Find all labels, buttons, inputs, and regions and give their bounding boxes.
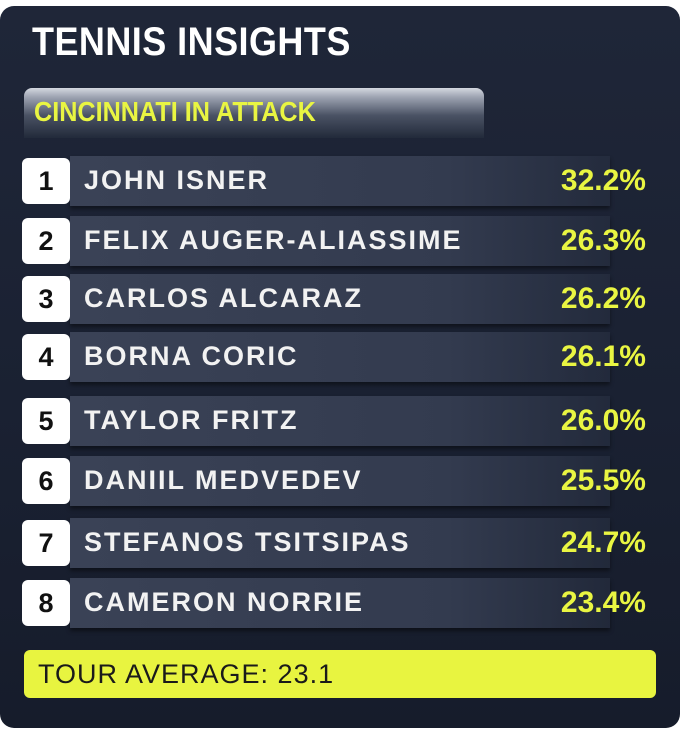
rank-badge: 1 xyxy=(22,158,70,204)
player-name: BORNA CORIC xyxy=(84,341,299,371)
player-name: FELIX AUGER-ALIASSIME xyxy=(84,225,463,255)
row-background xyxy=(70,456,610,506)
list-item: 1 JOHN ISNER 32.2% xyxy=(22,156,654,206)
list-item: 7 STEFANOS TSITSIPAS 24.7% xyxy=(22,518,654,568)
row-background xyxy=(70,274,610,324)
subtitle-banner: CINCINNATI IN ATTACK xyxy=(24,88,484,138)
player-name: JOHN ISNER xyxy=(84,165,270,195)
tour-average-label: TOUR AVERAGE: 23.1 xyxy=(38,659,335,689)
rank-badge: 2 xyxy=(22,218,70,264)
player-percentage: 24.7% xyxy=(560,526,646,559)
player-percentage: 23.4% xyxy=(560,586,646,619)
player-percentage: 26.1% xyxy=(560,340,646,373)
rank-badge: 5 xyxy=(22,398,70,444)
row-background xyxy=(70,332,610,382)
rank-badge: 8 xyxy=(22,580,70,626)
list-item: 2 FELIX AUGER-ALIASSIME 26.3% xyxy=(22,216,654,266)
rank-badge: 3 xyxy=(22,276,70,322)
row-background xyxy=(70,518,610,568)
row-background xyxy=(70,156,610,206)
row-background xyxy=(70,216,610,266)
player-name: TAYLOR FRITZ xyxy=(84,405,299,435)
tour-average-bar: TOUR AVERAGE: 23.1 xyxy=(24,650,656,698)
subtitle: CINCINNATI IN ATTACK xyxy=(34,96,316,127)
row-background xyxy=(70,578,610,628)
player-name: STEFANOS TSITSIPAS xyxy=(84,527,411,557)
player-name: DANIIL MEDVEDEV xyxy=(84,465,363,495)
list-item: 4 BORNA CORIC 26.1% xyxy=(22,332,654,382)
tennis-insights-card: TENNIS INSIGHTS CINCINNATI IN ATTACK 1 J… xyxy=(0,6,680,728)
rank-badge: 4 xyxy=(22,334,70,380)
player-name: CAMERON NORRIE xyxy=(84,587,365,617)
player-percentage: 26.3% xyxy=(560,224,646,257)
page-title: TENNIS INSIGHTS xyxy=(32,20,351,64)
list-item: 8 CAMERON NORRIE 23.4% xyxy=(22,578,654,628)
player-name: CARLOS ALCARAZ xyxy=(84,283,363,313)
list-item: 3 CARLOS ALCARAZ 26.2% xyxy=(22,274,654,324)
player-percentage: 32.2% xyxy=(560,164,646,197)
row-background xyxy=(70,396,610,446)
rank-badge: 6 xyxy=(22,458,70,504)
rank-badge: 7 xyxy=(22,520,70,566)
player-percentage: 26.0% xyxy=(560,404,646,437)
player-percentage: 25.5% xyxy=(560,464,646,497)
list-item: 6 DANIIL MEDVEDEV 25.5% xyxy=(22,456,654,506)
player-percentage: 26.2% xyxy=(560,282,646,315)
list-item: 5 TAYLOR FRITZ 26.0% xyxy=(22,396,654,446)
